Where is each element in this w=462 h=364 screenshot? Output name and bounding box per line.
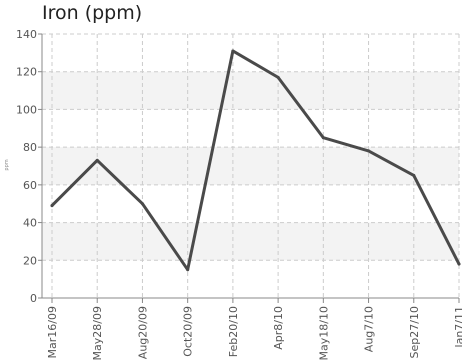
data-point (231, 49, 235, 53)
data-point (367, 149, 371, 153)
x-tick-label: May18/10 (317, 306, 330, 360)
data-point (276, 75, 280, 79)
y-tick-label: 120 (16, 66, 37, 79)
series-line (50, 49, 461, 272)
y-tick-label: 80 (23, 141, 37, 154)
plot-bands (42, 71, 459, 261)
grid-band (42, 71, 459, 110)
x-tick-label: Feb20/10 (227, 306, 240, 357)
series-layer (50, 49, 461, 272)
x-tick-label: Jan7/11 (453, 306, 462, 349)
y-tick-label: 60 (23, 179, 37, 192)
grid-band (42, 147, 459, 185)
x-tick-label: May28/09 (91, 306, 104, 360)
x-tick-label: Apr8/10 (272, 306, 285, 350)
data-point (457, 262, 461, 266)
x-tick-label: Aug20/09 (136, 306, 149, 359)
y-tick-label: 140 (16, 28, 37, 41)
grid-band (42, 222, 459, 261)
y-tick-label: 20 (23, 254, 37, 267)
data-point (186, 268, 190, 272)
axes (38, 33, 460, 303)
y-tick-label: 40 (23, 217, 37, 230)
x-tick-label: Oct20/09 (182, 306, 195, 357)
data-point (321, 136, 325, 140)
x-tick-labels: Mar16/09 May28/09 Aug20/09 Oct20/09 Feb20/10… (46, 306, 462, 360)
data-point (412, 173, 416, 177)
data-point (140, 202, 144, 206)
x-tick-label: Aug7/10 (363, 306, 376, 352)
data-point (50, 204, 54, 208)
chart-title: Iron (ppm) (42, 2, 142, 24)
y-tick-label: 100 (16, 103, 37, 116)
y-tick-label: 0 (30, 292, 37, 305)
y-tick-labels: 0 20 40 60 80 100 120 140 (16, 28, 37, 305)
x-tick-label: Sep27/10 (408, 306, 421, 358)
x-tick-label: Mar16/09 (46, 306, 59, 358)
data-point (95, 158, 99, 162)
y-axis-label: ppm (4, 159, 10, 170)
